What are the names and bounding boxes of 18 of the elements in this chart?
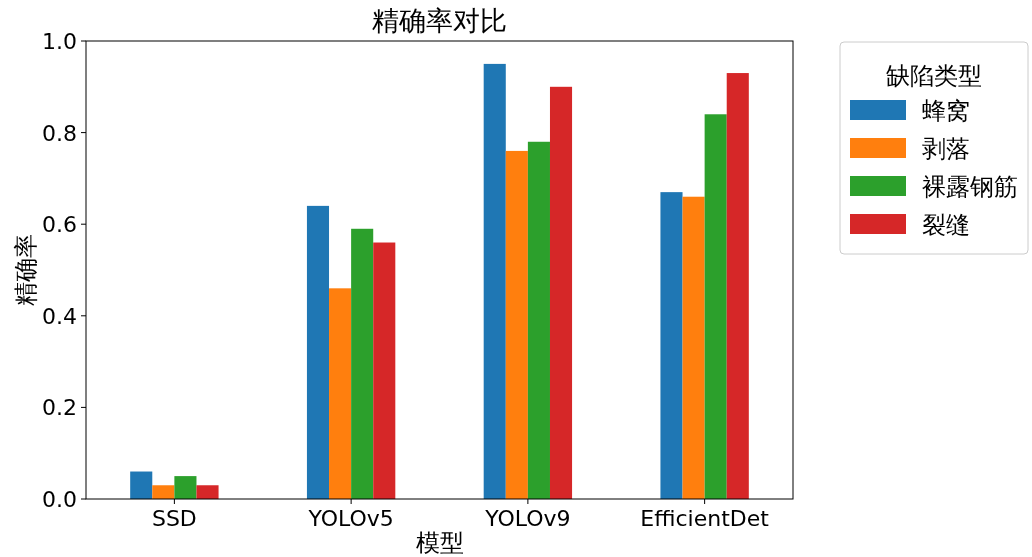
y-tick-label: 0.4 <box>42 303 77 329</box>
y-tick-label: 0.6 <box>42 212 77 238</box>
x-axis-title: 模型 <box>415 529 464 557</box>
y-tick-label: 0.8 <box>42 120 77 146</box>
y-tick-label: 0.2 <box>42 395 77 421</box>
legend-label: 裂缝 <box>922 211 970 239</box>
x-tick-label: SSD <box>151 506 197 531</box>
y-tick-label: 0.0 <box>42 487 77 512</box>
chart-title: 精确率对比 <box>372 5 507 36</box>
x-tick-label: YOLOv5 <box>307 506 394 531</box>
legend-label: 裸露钢筋 <box>922 173 1018 201</box>
legend-title: 缺陷类型 <box>886 62 982 90</box>
x-tick-label: YOLOv9 <box>484 506 571 531</box>
y-axis-title: 精确率 <box>12 234 40 306</box>
x-tick-label: EfficientDet <box>640 506 770 531</box>
legend-label: 蜂窝 <box>922 97 970 125</box>
y-tick-label: 1.0 <box>42 29 77 54</box>
legend-label: 剥落 <box>922 135 970 163</box>
